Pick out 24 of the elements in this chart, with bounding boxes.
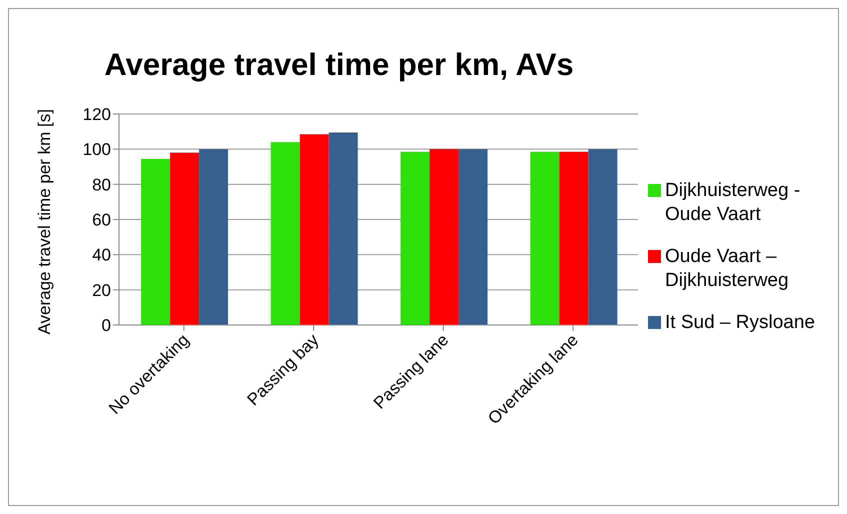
y-tick-label: 100 bbox=[82, 140, 111, 160]
bar bbox=[530, 152, 560, 325]
bar bbox=[559, 152, 588, 325]
bar bbox=[170, 152, 200, 325]
bar bbox=[141, 158, 170, 325]
y-tick-label: 40 bbox=[92, 246, 111, 265]
legend-label: It Sud – Rysloane bbox=[665, 311, 815, 335]
legend-label: Oude Vaart – Dijkhuisterweg bbox=[665, 245, 790, 293]
chart-title: Average travel time per km, AVs bbox=[103, 47, 575, 83]
y-tick-label: 20 bbox=[92, 280, 111, 300]
bar bbox=[400, 152, 430, 325]
y-tick-label: 120 bbox=[82, 105, 111, 124]
y-tick-label: 0 bbox=[102, 316, 111, 336]
bar bbox=[199, 149, 228, 325]
bar bbox=[270, 142, 300, 325]
y-tick-label: 60 bbox=[92, 210, 111, 230]
legend-label: Dijkhuisterweg - Oude Vaart bbox=[665, 179, 802, 227]
bar bbox=[588, 149, 618, 325]
bar bbox=[458, 149, 488, 325]
bar bbox=[300, 134, 329, 325]
y-tick-label: 80 bbox=[92, 175, 111, 194]
bar bbox=[328, 132, 358, 325]
bar bbox=[430, 149, 459, 325]
y-axis-title: Average travel time per km [s] bbox=[35, 109, 54, 334]
